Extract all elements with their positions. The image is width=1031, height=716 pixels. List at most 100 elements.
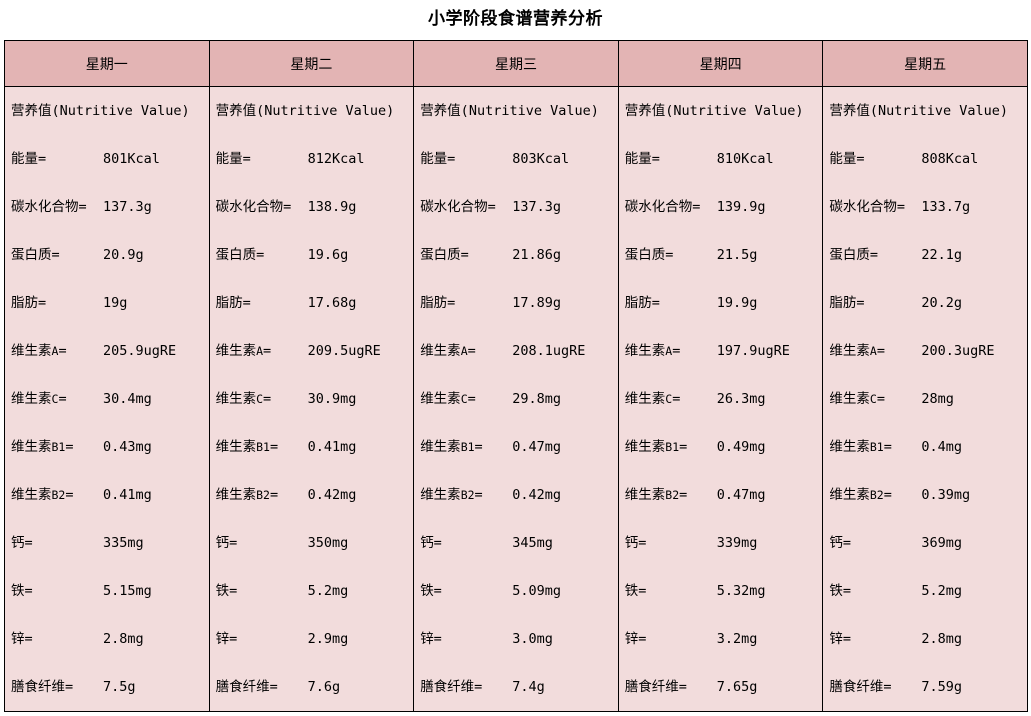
nutritive-value-heading: 营养值(Nutritive Value) [624,103,804,119]
nutrient-value: 197.9ugRE [716,343,790,359]
nutrient-label: 维生素B2= [420,487,483,503]
nutrient-value: 19.9g [716,295,758,311]
nutrient-row: 维生素C= 26.3mg [625,375,823,423]
nutrient-row: 铁= 5.09mg [420,567,618,615]
nutrient-label: 脂肪= [11,295,47,311]
nutrient-value: 7.59g [921,679,963,695]
nutrient-row: 维生素B2= 0.47mg [625,471,823,519]
nutrient-label: 膳食纤维= [11,679,74,695]
nutrient-label: 铁= [624,583,647,599]
nutrient-label: 蛋白质= [624,247,674,263]
nutrient-value: 138.9g [307,199,357,215]
nutritive-value-heading: 营养值(Nutritive Value) [420,103,599,119]
nutrient-label: 维生素C= [624,391,681,407]
nutrient-row: 维生素B1= 0.4mg [829,423,1027,471]
nutrient-row: 膳食纤维= 7.4g [420,663,618,711]
nutrient-label: 维生素B2= [829,487,892,503]
nutrient-label: 维生素A= [624,343,681,359]
nutrient-value: 17.89g [512,295,561,311]
nutrient-label: 钙= [215,535,238,551]
nutrient-value: 369mg [921,535,963,551]
nutrient-label: 维生素C= [11,391,67,407]
nutrient-label: 钙= [11,535,33,551]
nutrient-value: 139.9g [716,199,766,215]
nutrient-row: 维生素B1= 0.47mg [420,423,618,471]
nutrient-label: 铁= [215,583,238,599]
nutrient-label: 维生素B1= [624,439,688,455]
nutrient-row: 钙= 345mg [420,519,618,567]
nutrient-row: 脂肪= 17.68g [216,279,414,327]
column-header-wednesday: 星期三 [413,40,619,87]
nutrient-row: 维生素A= 197.9ugRE [625,327,823,375]
nutrient-row: 维生素C= 30.9mg [216,375,414,423]
nutrient-label: 膳食纤维= [829,679,892,695]
nutrient-value: 17.68g [307,295,357,311]
nutrient-row: 维生素B2= 0.42mg [420,471,618,519]
nutrient-row: 碳水化合物= 138.9g [216,183,414,231]
column-header-thursday: 星期四 [617,40,824,87]
nutrient-label: 铁= [420,583,442,599]
nutrient-row: 蛋白质= 21.5g [625,231,823,279]
nutrient-value: 19.6g [307,247,349,263]
nutrient-label: 维生素C= [420,391,476,407]
nutrient-value: 0.4mg [921,439,963,455]
nutrient-value: 3.2mg [716,631,758,647]
nutrient-value: 0.41mg [307,439,357,455]
nutrient-row: 能量= 810Kcal [625,135,823,183]
nutrient-label: 维生素B1= [829,439,892,455]
nutrient-row: 能量= 801Kcal [11,135,209,183]
nutrient-row: 维生素B2= 0.39mg [829,471,1027,519]
nutrient-value: 5.32mg [716,583,766,599]
nutrient-row: 钙= 339mg [625,519,823,567]
nutrient-row: 膳食纤维= 7.65g [625,663,823,711]
nutrient-row: 铁= 5.15mg [11,567,209,615]
nutrient-label: 能量= [624,151,660,167]
nutrient-row: 锌= 3.2mg [625,615,823,663]
nutrient-label: 碳水化合物= [420,199,496,215]
nutrient-label: 锌= [624,631,647,647]
nutrient-label: 维生素A= [11,343,67,359]
nutrient-value: 29.8mg [512,391,561,407]
nutrient-label: 碳水化合物= [11,199,87,215]
table-body: 营养值(Nutritive Value) 能量= 801Kcal 碳水化合物= 137.… [4,86,1028,712]
nutrient-value: 208.1ugRE [512,343,586,359]
nutrient-row: 碳水化合物= 137.3g [420,183,618,231]
nutrient-label: 膳食纤维= [624,679,687,695]
nutrient-row: 维生素C= 30.4mg [11,375,209,423]
nutrient-row: 锌= 2.8mg [11,615,209,663]
nutrient-label: 脂肪= [624,295,660,311]
nutrient-value: 0.41mg [103,487,152,503]
nutrient-row: 蛋白质= 21.86g [420,231,618,279]
nutrient-label: 碳水化合物= [215,199,292,215]
day-cell-thursday: 营养值(Nutritive Value) 能量= 810Kcal 碳水化合物= 139.… [617,86,824,712]
day-cell-wednesday: 营养值(Nutritive Value) 能量= 803Kcal 碳水化合物= 137.… [413,86,619,712]
nutrient-row: 能量= 808Kcal [829,135,1027,183]
day-cell-friday: 营养值(Nutritive Value) 能量= 808Kcal 碳水化合物= 133.… [822,86,1028,712]
nutrient-value: 335mg [103,535,144,551]
nutrient-label: 铁= [11,583,33,599]
nutrient-list-tuesday: 营养值(Nutritive Value) 能量= 812Kcal 碳水化合物= 138.… [210,87,414,711]
nutrient-row: 能量= 812Kcal [216,135,414,183]
nutrient-value: 200.3ugRE [921,343,995,359]
nutrient-row: 维生素C= 28mg [829,375,1027,423]
nutrient-label: 碳水化合物= [829,199,906,215]
nutrient-label: 维生素B1= [11,439,74,455]
nutrient-value: 21.5g [716,247,758,263]
nutrient-value: 5.09mg [512,583,561,599]
nutrient-value: 7.6g [307,679,341,695]
nutrient-value: 0.43mg [103,439,152,455]
nutrient-value: 209.5ugRE [307,343,381,359]
nutrient-label: 能量= [420,151,456,167]
nutrient-value: 30.4mg [103,391,152,407]
nutrient-value: 7.4g [512,679,545,695]
nutrient-value: 20.2g [921,295,963,311]
nutrient-row: 维生素A= 208.1ugRE [420,327,618,375]
nutritive-value-heading: 营养值(Nutritive Value) [215,103,395,119]
nutrient-value: 7.5g [103,679,136,695]
nutrient-value: 803Kcal [512,151,570,167]
nutrient-label: 维生素B2= [215,487,279,503]
table-header-row: 星期一 星期二 星期三 星期四 星期五 [4,40,1028,87]
nutrient-row: 钙= 350mg [216,519,414,567]
nutrient-value: 26.3mg [716,391,766,407]
nutrient-label: 能量= [829,151,865,167]
